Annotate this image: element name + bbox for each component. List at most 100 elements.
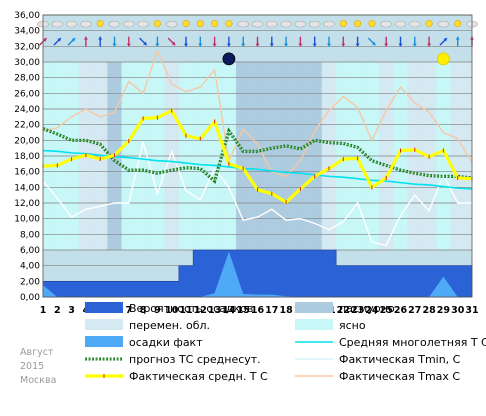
cloud-icon — [380, 20, 393, 28]
cloud-icon — [165, 20, 178, 28]
legend-label: Фактическая Tmin, C — [339, 353, 461, 366]
wind-arrowhead-icon — [269, 43, 274, 47]
cloud-icon — [265, 20, 278, 28]
moon-full-icon — [436, 52, 450, 66]
sun-icon — [211, 20, 219, 28]
sun-icon — [339, 20, 347, 28]
legend-swatch — [85, 336, 123, 347]
x-tick-label: 3 — [68, 305, 75, 316]
legend-label: Средняя многолетняя Т С — [339, 336, 486, 349]
plot-area: 0,00 2,00 4,00 6,00 8,00 10,00 12,00 14,00 16,00… — [14, 11, 478, 316]
wind-arrowhead-icon — [255, 43, 260, 47]
y-tick-label: 2,00 — [20, 277, 40, 287]
y-tick-label: 22,00 — [14, 121, 40, 131]
wind-arrowhead-icon — [143, 41, 147, 46]
x-tick-label: 18 — [279, 305, 293, 316]
y-tick-label: 12,00 — [14, 199, 40, 209]
y-tick-label: 28,00 — [14, 74, 40, 84]
legend-label: ясно — [339, 319, 366, 332]
y-tick-label: 6,00 — [20, 246, 40, 256]
cloud-icon — [80, 20, 92, 28]
cloud-icon — [308, 20, 321, 28]
legend-swatch — [295, 319, 333, 330]
wind-arrowhead-icon — [341, 43, 346, 47]
wind-arrowhead-icon — [126, 43, 131, 47]
cloud-icon — [65, 20, 78, 28]
legend-swatch — [85, 302, 123, 313]
sun-icon — [368, 20, 376, 28]
meta-month: Август — [20, 347, 54, 358]
x-tick-label: 10 — [165, 305, 179, 316]
sun-icon — [454, 20, 462, 28]
y-tick-label: 4,00 — [20, 262, 40, 272]
wind-arrowhead-icon — [241, 43, 246, 47]
y-tick-label: 20,00 — [14, 136, 40, 146]
series-tmax-line — [42, 49, 473, 178]
series-tmin-line — [42, 141, 472, 247]
legend-label: пасмурно — [339, 302, 395, 315]
wind-arrowhead-icon — [212, 43, 217, 47]
x-tick-label: 25 — [380, 305, 393, 316]
plot-border — [42, 14, 473, 298]
cloud-icon — [108, 20, 121, 28]
y-tick-label: 36,00 — [14, 11, 40, 21]
legend-swatch — [85, 319, 123, 330]
x-tick-label: 14 — [222, 305, 236, 316]
y-tick-label: 30,00 — [14, 58, 40, 68]
meta-year: 2015 — [20, 361, 44, 372]
x-tick-label: 23 — [351, 305, 364, 316]
wind-arrowhead-icon — [98, 36, 103, 40]
x-tick-label: 26 — [394, 305, 408, 316]
sun-icon — [182, 20, 190, 28]
wind-arrowhead-icon — [371, 41, 376, 46]
moon-new-icon — [222, 52, 236, 66]
x-tick-label: 12 — [194, 305, 207, 316]
cloud-icon — [137, 20, 149, 28]
sun-icon — [354, 20, 362, 28]
cloud-icon — [294, 20, 307, 28]
y-tick-label: 10,00 — [14, 215, 40, 225]
legend: Вероятность осадков пасмурно перемен. обл.… — [85, 302, 486, 383]
wind-arrowhead-icon — [427, 43, 432, 47]
y-tick-label: 14,00 — [14, 183, 40, 193]
x-tick-label: 13 — [208, 305, 221, 316]
wind-arrowhead-icon — [284, 43, 289, 47]
x-tick-label: 28 — [422, 305, 436, 316]
x-tick-label: 30 — [451, 305, 465, 316]
wind-arrowhead-icon — [83, 36, 88, 40]
wind-arrowhead-icon — [226, 43, 231, 47]
wind-arrowhead-icon — [112, 43, 117, 47]
legend-label: Фактическая средн. Т С — [129, 370, 268, 383]
wind-arrowhead-icon — [198, 43, 203, 47]
legend-label: Фактическая Tmax C — [339, 370, 460, 383]
sun-icon — [153, 20, 161, 28]
cloud-icon — [323, 20, 335, 28]
wind-arrowhead-icon — [43, 38, 47, 42]
wind-arrowhead-icon — [312, 43, 317, 47]
cloud-icon — [394, 20, 407, 28]
x-tick-label: 17 — [265, 305, 278, 316]
sun-icon — [225, 20, 233, 28]
y-tick-label: 0,00 — [20, 293, 40, 303]
x-tick-label: 9 — [154, 305, 161, 316]
x-tick-label: 27 — [408, 305, 421, 316]
y-tick-label: 26,00 — [14, 89, 40, 99]
wind-arrowhead-icon — [155, 43, 160, 47]
meta-city: Москва — [20, 375, 56, 386]
wind-arrowhead-icon — [443, 38, 447, 42]
y-tick-label: 34,00 — [14, 27, 40, 37]
sun-icon — [96, 20, 104, 28]
wind-arrowhead-icon — [398, 43, 403, 47]
wind-arrowhead-icon — [71, 38, 76, 42]
series-forecast-line-dark — [42, 127, 473, 184]
wind-arrowhead-icon — [298, 43, 303, 47]
cloud-icon — [237, 20, 249, 28]
wind-arrowhead-icon — [327, 43, 331, 47]
wind-arrowhead-icon — [171, 41, 176, 46]
x-tick-label: 24 — [365, 305, 379, 316]
wind-arrowhead-icon — [384, 43, 389, 47]
cloud-icon — [51, 20, 64, 28]
cloud-icon — [123, 20, 135, 28]
legend-label: перемен. обл. — [129, 319, 210, 332]
